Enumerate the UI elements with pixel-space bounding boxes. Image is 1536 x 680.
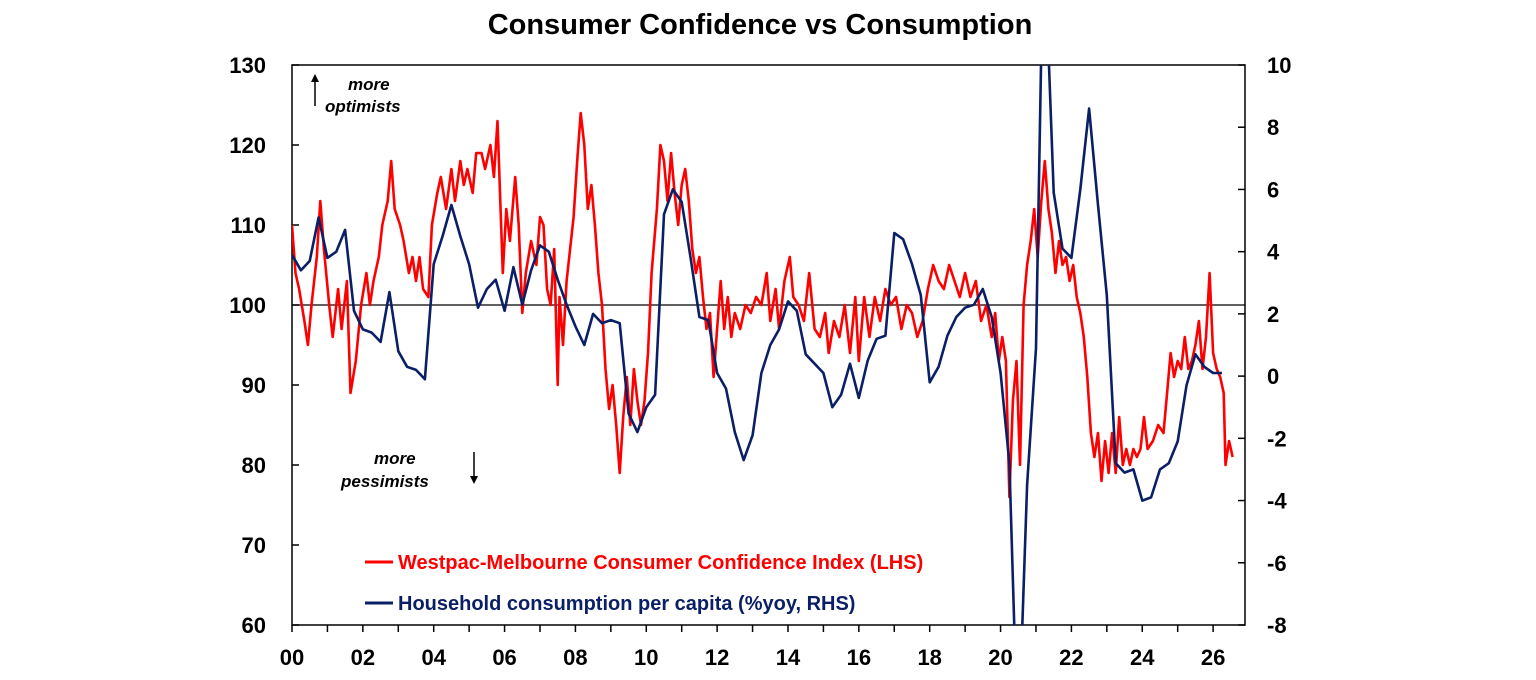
annotation-more-pessimists-line1: more [374, 449, 416, 468]
right-axis-tick-label: -6 [1267, 551, 1287, 576]
x-axis-tick-label: 16 [847, 645, 871, 670]
plot-frame [291, 64, 1246, 626]
left-axis-tick-label: 70 [242, 533, 266, 558]
x-axis-tick-label: 18 [917, 645, 941, 670]
x-axis-tick-label: 24 [1130, 645, 1155, 670]
legend-label: Household consumption per capita (%yoy, … [398, 593, 855, 615]
annotation-more-pessimists-line2: pessimists [340, 472, 429, 491]
left-axis-tick-label: 110 [231, 213, 267, 238]
right-axis-tick-label: -8 [1267, 613, 1287, 638]
x-axis-tick-label: 10 [634, 645, 658, 670]
left-axis-tick-label: 80 [242, 453, 266, 478]
left-axis-tick-label: 130 [229, 53, 266, 78]
left-axis-tick-label: 90 [242, 373, 266, 398]
x-axis-tick-label: 26 [1201, 645, 1225, 670]
right-axis-tick-label: 2 [1267, 302, 1279, 327]
arrow-up-icon-head [311, 74, 319, 82]
annotation-more-optimists-line1: more [348, 75, 390, 94]
x-axis-tick-label: 00 [280, 645, 304, 670]
x-axis-tick-label: 12 [705, 645, 729, 670]
right-axis-tick-label: -2 [1267, 426, 1287, 451]
x-axis-tick-label: 04 [421, 645, 446, 670]
right-axis-tick-label: -4 [1267, 489, 1287, 514]
right-axis-tick-label: 6 [1267, 177, 1279, 202]
left-axis-tick-label: 60 [242, 613, 266, 638]
chart-title: Consumer Confidence vs Consumption [488, 9, 1033, 41]
left-axis-tick-label: 120 [229, 133, 266, 158]
right-axis-tick-label: 0 [1267, 364, 1279, 389]
left-axis-tick-label: 100 [229, 293, 266, 318]
series-line-household-consumption [292, 65, 1222, 625]
right-axis-tick-label: 10 [1267, 53, 1291, 78]
x-axis-tick-label: 06 [492, 645, 516, 670]
annotations: more optimists more pessimists [311, 74, 478, 491]
x-axis-tick-label: 08 [563, 645, 587, 670]
right-axis-tick-label: 4 [1267, 240, 1280, 265]
x-axis-tick-label: 02 [351, 645, 375, 670]
x-axis-tick-label: 14 [776, 645, 801, 670]
series-line-consumer-confidence [292, 111, 1234, 499]
arrow-down-icon-head [470, 476, 478, 484]
legend-label: Westpac-Melbourne Consumer Confidence In… [398, 552, 923, 574]
series-lines [292, 65, 1234, 625]
right-axis-tick-label: 8 [1267, 115, 1279, 140]
annotation-more-optimists-line2: optimists [325, 97, 401, 116]
x-axis-tick-label: 22 [1059, 645, 1083, 670]
chart-legend: Westpac-Melbourne Consumer Confidence In… [365, 552, 923, 615]
x-axis-tick-label: 20 [988, 645, 1012, 670]
